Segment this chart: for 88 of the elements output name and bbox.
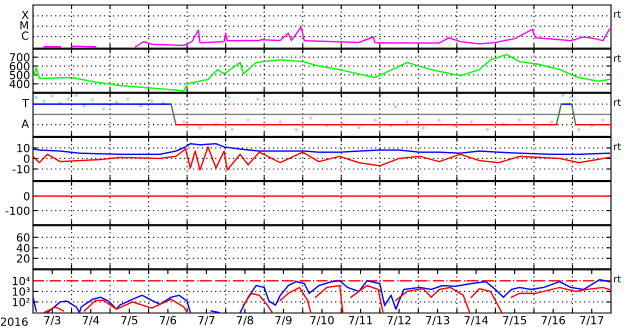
point (309, 116, 312, 120)
y-tick-label: 0 (24, 192, 30, 200)
line-series (510, 286, 610, 298)
point (102, 107, 106, 110)
y-tick-label: 10³ (12, 287, 30, 296)
point (198, 126, 202, 130)
ref-line-label: X (22, 10, 29, 19)
line-series (242, 292, 273, 313)
point (114, 100, 118, 104)
line-series (280, 286, 312, 313)
y-tick-label: 600 (10, 62, 30, 70)
point (601, 118, 605, 122)
y-tick-label: 10² (12, 298, 30, 306)
point (373, 118, 377, 122)
point (394, 105, 398, 108)
x-axis-title: 2016 (0, 318, 28, 326)
point (294, 128, 298, 132)
line-series (46, 294, 192, 313)
point (357, 126, 360, 130)
point (126, 98, 130, 101)
y-tick-label: 500 (10, 70, 30, 80)
line-series (395, 286, 470, 313)
line-series (239, 278, 610, 313)
x-tick-label: 7/14 (464, 316, 488, 326)
x-tick-label: 7/10 (310, 316, 334, 326)
point (486, 128, 489, 132)
y-tick-label: -10 (12, 164, 30, 174)
point (550, 120, 554, 124)
ref-line-label: T (22, 99, 29, 108)
point (50, 94, 54, 98)
point (246, 118, 250, 122)
x-tick-label: 7/12 (388, 316, 410, 326)
x-tick-label: 7/3 (44, 316, 60, 326)
y-tick-label: 10 (17, 144, 30, 152)
x-tick-label: 7/5 (121, 316, 138, 326)
point (66, 98, 70, 101)
text: rt (614, 276, 621, 282)
line-series (33, 146, 610, 171)
point (518, 118, 522, 122)
ref-line-label: M (20, 21, 28, 30)
line-series (350, 284, 384, 313)
x-tick-label: 7/8 (236, 316, 254, 326)
x-tick-label: 7/7 (198, 316, 214, 326)
point (74, 94, 78, 97)
y-tick-label: 400 (10, 80, 30, 88)
point (227, 96, 230, 99)
point (90, 98, 94, 102)
x-tick-label: 7/11 (348, 316, 372, 326)
point (577, 128, 580, 132)
point (406, 120, 409, 124)
point (230, 128, 234, 132)
x-tick-label: 7/4 (82, 316, 100, 326)
y-tick-label: 40 (16, 244, 30, 252)
x-tick-label: 7/15 (503, 316, 526, 326)
text: rt (614, 10, 621, 18)
y-tick-label: 10⁴ (12, 276, 30, 286)
point (569, 96, 572, 99)
point (470, 120, 473, 124)
line-series (33, 143, 610, 155)
line-series (470, 288, 503, 313)
y-tick-label: 20 (16, 254, 30, 263)
point (422, 126, 425, 130)
x-tick-label: 7/13 (426, 316, 450, 326)
y-tick-label: -100 (6, 206, 30, 216)
text: rt (614, 54, 621, 62)
point (182, 120, 186, 124)
y-tick-label: 700 (10, 53, 30, 62)
x-tick-label: 7/17 (580, 316, 604, 326)
point (256, 98, 260, 101)
point (438, 118, 441, 122)
point (34, 96, 38, 99)
point (139, 104, 142, 108)
y-tick-label: 60 (16, 233, 30, 242)
point (150, 100, 154, 103)
x-tick-label: 7/16 (542, 316, 565, 326)
point (561, 94, 564, 97)
x-tick-label: 7/9 (275, 316, 292, 326)
point (42, 100, 46, 103)
text: rt (614, 143, 621, 150)
y-tick-label: 0 (24, 154, 30, 163)
ref-line-label: C (22, 31, 28, 40)
text: rt (614, 99, 621, 106)
x-tick-label: 7/6 (160, 316, 176, 326)
ref-line-label: A (21, 120, 29, 128)
line-series (84, 298, 188, 313)
point (278, 120, 282, 124)
line-series (314, 284, 344, 313)
point (534, 126, 538, 130)
